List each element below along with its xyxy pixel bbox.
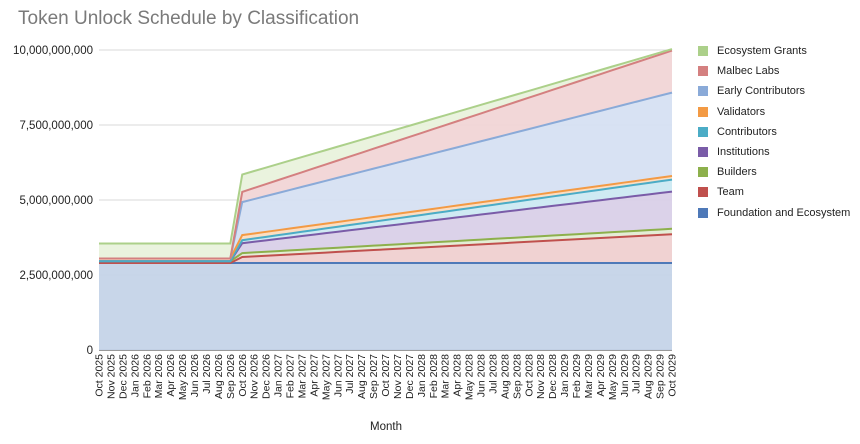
legend-label: Malbec Labs (717, 65, 780, 78)
x-tick-label: Nov 2026 (249, 354, 261, 399)
x-tick-label: Jul 2026 (201, 354, 213, 394)
y-tick-label: 10,000,000,000 (13, 45, 93, 57)
x-tick-label: Apr 2028 (452, 354, 464, 397)
legend-label: Builders (717, 166, 757, 179)
legend-swatch (698, 167, 708, 178)
line-contributors (99, 178, 673, 263)
legend-swatch (698, 187, 708, 198)
line-malbec-labs (99, 49, 673, 260)
x-tick-label: Feb 2027 (285, 354, 297, 399)
x-tick-label: Jan 2028 (416, 354, 428, 397)
line-team (99, 233, 673, 264)
x-tick-label: Dec 2025 (117, 354, 129, 399)
x-tick-label: Oct 2025 (94, 354, 106, 397)
x-tick-label: Nov 2025 (105, 354, 117, 399)
x-tick-label: Apr 2029 (595, 354, 607, 397)
x-tick-label: Feb 2029 (571, 354, 583, 399)
x-tick-labels: Oct 2025 Nov 2025 Dec 2025 Jan 2026 Feb 2026… (94, 354, 679, 400)
y-tick-labels: 0 2,500,000,000 5,000,000,000 7,500,000,000… (13, 45, 93, 357)
x-tick-label: Mar 2029 (583, 354, 595, 399)
x-tick-label: Jun 2027 (332, 354, 344, 397)
x-tick-label: Jan 2026 (129, 354, 141, 397)
legend-label: Ecosystem Grants (717, 45, 807, 58)
legend-item[interactable]: Builders (698, 162, 850, 182)
x-tick-label: May 2029 (607, 354, 619, 400)
legend-item[interactable]: Early Contributors (698, 81, 850, 101)
chart-title: Token Unlock Schedule by Classification (18, 8, 360, 29)
x-tick-label: Jul 2027 (344, 354, 356, 394)
x-tick-label: Nov 2027 (392, 354, 404, 399)
series-lines (99, 48, 673, 264)
x-tick-label: Sep 2028 (511, 354, 523, 399)
x-tick-label: Aug 2027 (356, 354, 368, 399)
x-tick-label: Nov 2028 (535, 354, 547, 399)
x-tick-label: Dec 2026 (261, 354, 273, 399)
x-tick-label: Feb 2028 (428, 354, 440, 399)
legend-item[interactable]: Contributors (698, 122, 850, 142)
x-tick-label: Feb 2026 (141, 354, 153, 399)
x-tick-label: Aug 2028 (499, 354, 511, 399)
legend-label: Validators (717, 105, 766, 118)
x-tick-label: Mar 2028 (440, 354, 452, 399)
area-malbec-labs (99, 50, 672, 259)
legend-swatch (698, 46, 708, 57)
x-tick-label: Oct 2029 (667, 354, 679, 397)
y-tick-label: 5,000,000,000 (19, 195, 93, 207)
legend-swatch (698, 106, 708, 117)
x-tick-label: May 2027 (320, 354, 332, 400)
legend-swatch (698, 126, 708, 137)
x-tick-label: Sep 2029 (655, 354, 667, 399)
legend-item[interactable]: Malbec Labs (698, 61, 850, 81)
legend-swatch (698, 66, 708, 77)
legend-label: Team (717, 186, 744, 199)
x-axis-label: Month (370, 421, 402, 433)
x-tick-label: Sep 2026 (225, 354, 237, 399)
line-ecosystem-grants (99, 48, 673, 245)
area-team (99, 234, 672, 263)
legend-label: Foundation and Ecosystem (717, 206, 851, 219)
x-tick-label: Mar 2027 (296, 354, 308, 399)
area-foundation-and-ecosystem (99, 263, 672, 350)
x-tick-label: Jun 2028 (476, 354, 488, 397)
x-tick-label: Oct 2028 (523, 354, 535, 397)
x-tick-label: Oct 2027 (380, 354, 392, 397)
legend-item[interactable]: Institutions (698, 142, 850, 162)
x-tick-label: Apr 2026 (165, 354, 177, 397)
x-tick-label: Aug 2029 (643, 354, 655, 399)
x-tick-label: May 2028 (464, 354, 476, 400)
legend-swatch (698, 86, 708, 97)
y-tick-label: 7,500,000,000 (19, 120, 93, 132)
x-tick-label: Jan 2029 (559, 354, 571, 397)
legend-label: Institutions (717, 146, 770, 159)
legend-label: Contributors (717, 125, 777, 138)
legend-label: Early Contributors (717, 85, 806, 98)
legend: Ecosystem Grants Malbec Labs Early Contrib… (698, 41, 850, 223)
x-tick-label: Jun 2029 (619, 354, 631, 397)
legend-item[interactable]: Validators (698, 102, 850, 122)
x-tick-label: Dec 2028 (547, 354, 559, 399)
legend-swatch (698, 207, 708, 218)
legend-item[interactable]: Ecosystem Grants (698, 41, 850, 61)
y-tick-label: 2,500,000,000 (19, 270, 93, 282)
x-tick-label: Jul 2029 (631, 354, 643, 394)
legend-item[interactable]: Team (698, 182, 850, 202)
x-tick-label: Jul 2028 (487, 354, 499, 394)
x-tick-label: Sep 2027 (368, 354, 380, 399)
x-tick-label: Dec 2027 (404, 354, 416, 399)
x-tick-label: Jun 2026 (189, 354, 201, 397)
x-tick-label: Apr 2027 (308, 354, 320, 397)
area-early-contributors (99, 92, 672, 259)
x-tick-label: Jan 2027 (273, 354, 285, 397)
x-tick-label: Aug 2026 (213, 354, 225, 399)
x-tick-label: May 2026 (177, 354, 189, 400)
x-tick-label: Oct 2026 (237, 354, 249, 397)
y-tick-label: 0 (87, 345, 93, 357)
x-tick-label: Mar 2026 (153, 354, 165, 399)
legend-item[interactable]: Foundation and Ecosystem (698, 203, 850, 223)
legend-swatch (698, 147, 708, 158)
